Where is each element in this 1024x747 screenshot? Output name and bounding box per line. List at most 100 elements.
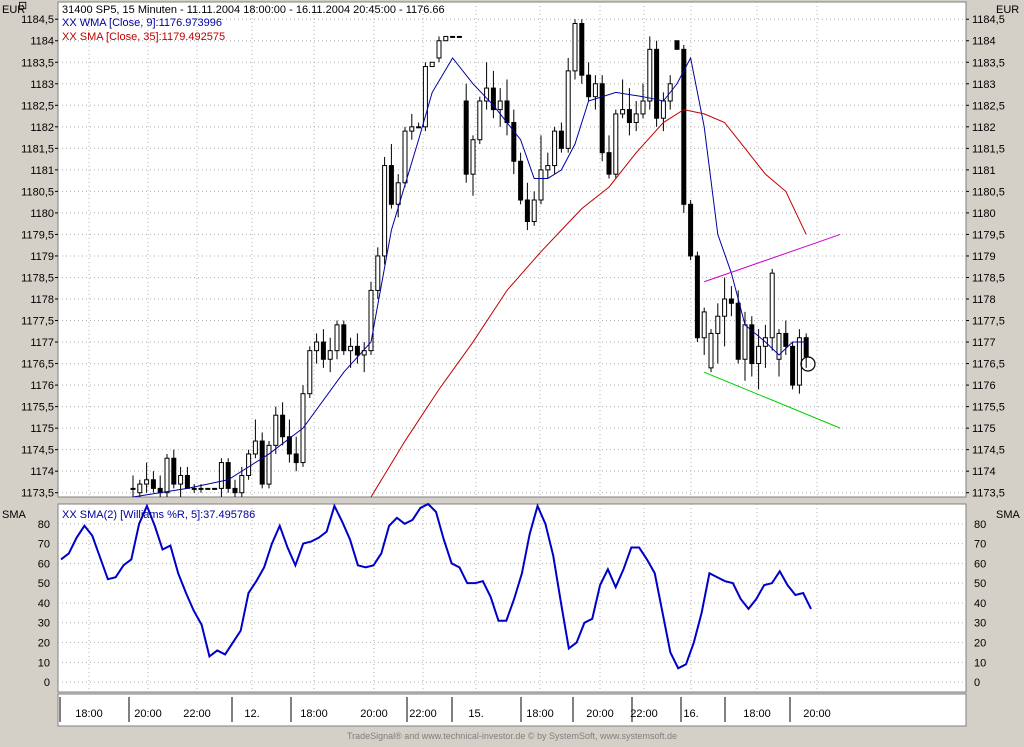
- indicator-tick-label-right: 80: [974, 519, 986, 531]
- indicator-panel[interactable]: [57, 503, 967, 693]
- candle-down: [232, 487, 238, 494]
- price-tick-label-left: 1182,5: [21, 100, 54, 112]
- candle-down: [749, 324, 755, 365]
- candle-up: [375, 255, 381, 291]
- price-tick-label-right: 1174,5: [972, 445, 1005, 457]
- price-tick-label-right: 1184,5: [972, 14, 1005, 26]
- candle-up: [796, 337, 802, 386]
- candle-up: [470, 139, 476, 175]
- candle-up: [334, 324, 340, 352]
- price-tick-label-right: 1178: [972, 294, 996, 306]
- price-tick-label-left: 1174: [30, 466, 54, 478]
- time-axis-labels: 18:00 20:00 22:00 12. 18:00 20:00 22:00 15. 18:0…: [59, 697, 831, 722]
- price-tick-label-left: 1183,5: [21, 57, 54, 69]
- candle-up: [715, 315, 721, 334]
- candle-up: [647, 48, 653, 102]
- candle-up: [422, 66, 428, 128]
- price-gridlines: [58, 2, 966, 497]
- candle-up: [450, 35, 456, 38]
- cursor-marker[interactable]: [800, 356, 816, 372]
- candle-down: [735, 302, 741, 360]
- price-tick-label-right: 1180,5: [972, 186, 1005, 198]
- candle-down: [293, 453, 299, 464]
- candle-up: [477, 100, 483, 141]
- candle-down: [225, 462, 231, 489]
- candle-down: [626, 109, 632, 124]
- time-tick-label: 22:00: [183, 708, 211, 720]
- candle-down: [259, 440, 265, 485]
- indicator-tick-label-right: 10: [974, 657, 986, 669]
- price-axis-labels: 1173,5 1173,5 1174 1174 1174,5 1174,5 1175 1175…: [21, 14, 1005, 499]
- candle-up: [361, 350, 367, 356]
- wma-line: [132, 56, 807, 497]
- indicator-tick-label-right: 60: [974, 558, 986, 570]
- price-tick-label-right: 1175: [972, 423, 996, 435]
- chart-title-icon: ⊡: [18, 0, 27, 12]
- candle-up: [164, 457, 170, 494]
- price-tick-label-right: 1184: [972, 36, 996, 48]
- candle-up: [497, 100, 503, 111]
- price-tick-label-left: 1175: [30, 423, 54, 435]
- price-tick-label-right: 1176: [972, 380, 996, 392]
- indicator-tick-label-left: 70: [38, 539, 50, 551]
- candlestick-series: [130, 19, 809, 497]
- price-panel[interactable]: [57, 1, 967, 498]
- candle-up: [218, 462, 224, 489]
- indicator-tick-label-left: 0: [44, 677, 50, 689]
- time-tick-label: 15.: [468, 708, 483, 720]
- lower-label-left: SMA: [2, 509, 27, 521]
- candle-down: [728, 298, 734, 304]
- indicator-tick-label-left: 50: [38, 578, 50, 590]
- candle-up: [742, 324, 748, 360]
- currency-label-right: EUR: [996, 4, 1019, 16]
- candle-up: [198, 487, 204, 490]
- candle-down: [803, 337, 809, 358]
- candle-down: [681, 48, 687, 205]
- candle-up: [212, 487, 218, 490]
- moving-average-lines: [132, 56, 841, 497]
- price-tick-label-left: 1174,5: [21, 445, 54, 457]
- candle-up: [409, 126, 415, 132]
- price-tick-label-right: 1175,5: [972, 402, 1005, 414]
- price-tick-label-left: 1175,5: [21, 402, 54, 414]
- candle-up: [137, 483, 143, 494]
- price-tick-label-left: 1182: [30, 122, 54, 134]
- price-tick-label-left: 1180,5: [21, 186, 54, 198]
- indicator-tick-label-left: 40: [38, 598, 50, 610]
- price-tick-label-left: 1176: [30, 380, 54, 392]
- candle-down: [558, 130, 564, 149]
- candle-up: [538, 169, 544, 201]
- price-tick-label-right: 1176,5: [972, 359, 1005, 371]
- time-tick-label: 22:00: [409, 708, 437, 720]
- candle-up: [246, 453, 252, 476]
- candle-down: [320, 341, 326, 360]
- price-tick-label-right: 1174: [972, 466, 996, 478]
- candle-up: [273, 414, 279, 446]
- candle-up: [314, 341, 320, 352]
- price-tick-label-left: 1183: [30, 79, 54, 91]
- indicator-axis-labels: 0 0 10 10 20 20 30 30 40 40 50 50 60 60 70 70 80 80: [38, 519, 987, 689]
- candle-down: [524, 199, 530, 223]
- indicator-tick-label-right: 70: [974, 539, 986, 551]
- williams-series-line: [60, 502, 812, 670]
- candle-up: [640, 100, 646, 115]
- price-tick-label-right: 1178,5: [972, 272, 1005, 284]
- price-tick-label-right: 1179: [972, 251, 996, 263]
- candle-up: [402, 130, 408, 184]
- candle-down: [606, 152, 612, 175]
- indicator-tick-label-right: 30: [974, 618, 986, 630]
- candle-up: [266, 444, 272, 485]
- sma-line: [370, 109, 807, 497]
- trendline-lower: [704, 371, 841, 429]
- price-tick-label-left: 1176,5: [21, 359, 54, 371]
- candle-down: [599, 83, 605, 154]
- candle-down: [171, 457, 177, 485]
- candle-down: [150, 479, 156, 489]
- indicator-tick-label-right: 20: [974, 638, 986, 650]
- trendline-upper: [704, 233, 841, 283]
- candle-up: [191, 487, 197, 490]
- indicator-tick-label-left: 60: [38, 558, 50, 570]
- time-tick-label: 20:00: [586, 708, 614, 720]
- time-tick-label: 18:00: [743, 708, 771, 720]
